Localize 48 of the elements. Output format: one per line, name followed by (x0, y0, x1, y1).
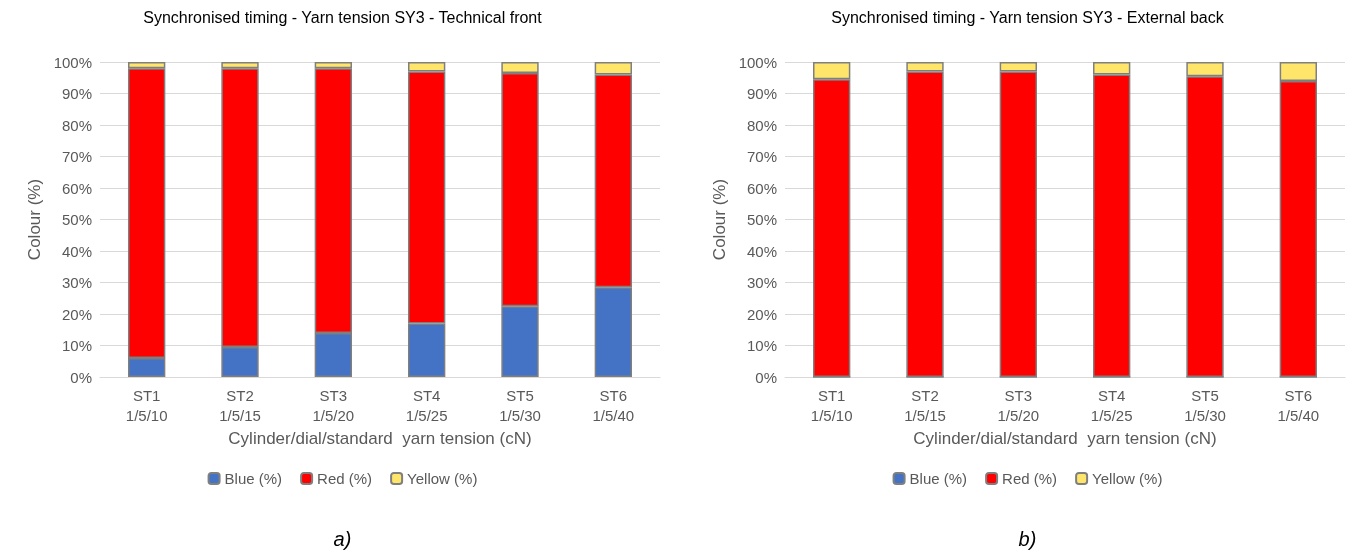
y-tick-label: 20% (746, 305, 777, 323)
y-tick-label: 90% (746, 85, 777, 102)
y-tick-label: 10% (61, 337, 92, 354)
y-tick-label: 0% (755, 368, 777, 386)
legend-label: Red (%) (1002, 470, 1058, 487)
x-tick-label: ST5 1/5/30 (499, 386, 541, 424)
legend-label: Yellow (%) (407, 470, 478, 487)
chart-title: Synchronised timing - Yarn tension SY3 - External back (831, 8, 1225, 26)
x-tick-label: ST5 1/5/30 (1184, 386, 1226, 424)
y-tick-label: 80% (61, 116, 92, 134)
y-tick-label: 70% (61, 148, 92, 165)
x-tick-label: ST4 1/5/25 (405, 386, 448, 424)
y-tick-label: 60% (61, 179, 92, 197)
y-tick-label: 100% (738, 53, 777, 71)
y-tick-label: 0% (70, 368, 92, 386)
x-axis-title: Cylinder/dial/standard yarn tension (cN) (913, 428, 1217, 448)
y-tick-label: 50% (61, 211, 92, 228)
x-tick-label: ST6 1/5/40 (1277, 386, 1320, 424)
x-tick-label: ST2 1/5/15 (219, 386, 261, 424)
x-tick-label: ST3 1/5/20 (997, 386, 1040, 424)
y-tick-label: 10% (746, 337, 777, 354)
legend-label: Blue (%) (224, 470, 283, 487)
x-tick-label: ST1 1/5/10 (810, 386, 853, 424)
x-tick-label: ST4 1/5/25 (1090, 386, 1133, 424)
x-axis-title: Cylinder/dial/standard yarn tension (cN) (228, 428, 532, 448)
x-tick-label: ST6 1/5/40 (592, 386, 635, 424)
y-axis-title: Colour (%) (24, 178, 44, 261)
legend-label: Blue (%) (909, 470, 968, 487)
y-tick-label: 90% (61, 85, 92, 102)
text: a) (333, 528, 352, 550)
y-tick-label: 20% (61, 305, 92, 323)
y-tick-label: 30% (746, 274, 777, 291)
y-axis-title: Colour (%) (709, 178, 729, 261)
x-tick-label: ST1 1/5/10 (125, 386, 168, 424)
y-tick-label: 40% (746, 242, 777, 260)
y-tick-label: 50% (746, 211, 777, 228)
y-tick-label: 80% (746, 116, 777, 134)
legend-label: Red (%) (317, 470, 373, 487)
y-tick-label: 30% (61, 274, 92, 291)
y-tick-label: 40% (61, 242, 92, 260)
chart-title: Synchronised timing - Yarn tension SY3 - Technical front (143, 8, 543, 26)
legend-label: Yellow (%) (1092, 470, 1163, 487)
y-tick-label: 70% (746, 148, 777, 165)
x-tick-label: ST3 1/5/20 (312, 386, 355, 424)
text: b) (1018, 528, 1037, 550)
y-tick-label: 100% (53, 53, 92, 71)
y-tick-label: 60% (746, 179, 777, 197)
x-tick-label: ST2 1/5/15 (904, 386, 946, 424)
